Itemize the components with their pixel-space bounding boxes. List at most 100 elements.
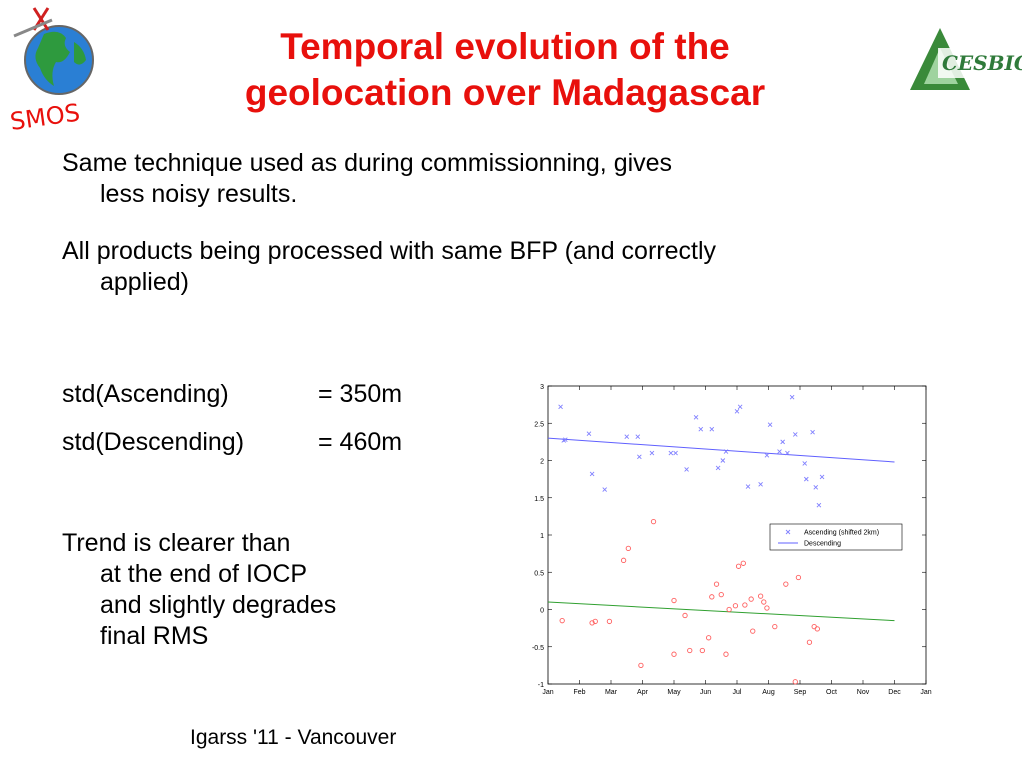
bullet-2: All products being processed with same B… (62, 236, 962, 298)
y-tick-label: -1 (538, 682, 544, 689)
descending-point (650, 518, 657, 525)
descending-point (772, 623, 778, 630)
legend-symbol-x (785, 529, 791, 535)
ascending-point (810, 429, 815, 435)
descending-point (671, 597, 677, 604)
ascending-point (602, 487, 608, 492)
ascending-point (734, 409, 740, 414)
footer-text: Igarss '11 - Vancouver (190, 726, 397, 749)
x-tick-label: Mar (605, 689, 618, 696)
ascending-point (635, 434, 641, 439)
y-tick-label: -0.5 (532, 645, 544, 652)
x-tick-label: May (667, 689, 681, 696)
descending-point (589, 620, 595, 626)
title-line-2: geolocation over Madagascar (244, 72, 766, 113)
ascending-point (745, 484, 751, 489)
bullet-1-line-2: less noisy results. (100, 180, 298, 208)
trend-line (547, 437, 895, 463)
trend-line-2: at the end of IOCP (100, 560, 308, 588)
std-ascending-value: = 350m (318, 380, 403, 408)
ascending-point (720, 458, 726, 463)
x-tick-label: Jan (920, 689, 931, 696)
ascending-point (684, 467, 689, 472)
ascending-point (637, 454, 642, 460)
ascending-point (649, 450, 655, 456)
cesbio-logo-text: CESBIO (942, 51, 1022, 75)
descending-point (718, 591, 724, 598)
descending-point (735, 563, 742, 569)
x-tick-label: Feb (573, 689, 585, 696)
ascending-point (819, 474, 825, 480)
ascending-point (816, 502, 822, 508)
bullet-2-line-2: applied) (100, 268, 189, 296)
x-tick-label: Jan (542, 689, 553, 696)
ascending-point (715, 465, 721, 471)
std-descending-value: = 460m (318, 428, 403, 456)
ascending-point (693, 414, 699, 420)
descending-point (757, 593, 764, 599)
descending-point (625, 545, 631, 552)
ascending-point (723, 449, 729, 454)
geolocation-chart: 3 2.5 2 1.5 1 0.5 0 -0.5 -1 Jan Feb Mar Apr May Jun Jul… (508, 380, 938, 700)
descending-point (699, 647, 706, 654)
descending-point (705, 635, 712, 641)
descending-point (682, 612, 688, 619)
trend-line-3: and slightly degrades (100, 591, 337, 619)
x-tick-label: Dec (888, 689, 901, 696)
descending-point (795, 574, 802, 581)
y-tick-label: 1.5 (534, 496, 544, 503)
ascending-point (668, 450, 674, 456)
descending-point (783, 581, 789, 587)
descending-point (620, 557, 627, 563)
ascending-point (558, 404, 563, 410)
ascending-point (785, 450, 790, 456)
x-tick-label: Nov (857, 689, 870, 696)
descending-point (713, 581, 720, 587)
page-title: Temporal evolution of the geolocation ov… (150, 24, 860, 116)
ascending-point (789, 394, 795, 400)
trend-line-4: final RMS (100, 622, 209, 650)
std-ascending-label: std(Ascending) (62, 380, 229, 408)
x-tick-label: Jun (700, 689, 711, 696)
bullet-2-line-1: All products being processed with same B… (62, 237, 717, 265)
descending-point (748, 596, 754, 602)
descending-point (638, 662, 644, 669)
descending-point (814, 626, 820, 632)
descending-point (592, 618, 598, 625)
trend-paragraph: Trend is clearer than at the end of IOCP… (62, 528, 482, 652)
descending-point (723, 651, 729, 657)
ascending-point (767, 422, 773, 428)
x-tick-label: Sep (794, 689, 807, 696)
y-tick-label: 1 (540, 533, 544, 540)
ascending-point (777, 449, 782, 454)
smos-logo: SMOS (4, 2, 114, 136)
ascending-point (780, 439, 785, 445)
descending-point (709, 594, 715, 600)
title-line-1: Temporal evolution of the (280, 26, 730, 67)
legend-label: Ascending (shifted 2km) (804, 530, 879, 537)
smos-globe-icon: SMOS (8, 7, 94, 136)
ascending-point (758, 482, 763, 487)
descending-point (687, 647, 693, 654)
ascending-point (624, 434, 630, 439)
descending-point (806, 639, 813, 645)
x-tick-label: Jul (733, 689, 742, 696)
ascending-point (737, 404, 743, 410)
descending-point (671, 651, 677, 657)
ascending-point (589, 471, 595, 477)
ascending-point (792, 432, 798, 437)
ascending-point (709, 426, 715, 432)
y-tick-label: 0.5 (534, 570, 544, 577)
cesbio-logo: CESBIO (900, 24, 1024, 96)
ascending-point (673, 450, 678, 456)
ascending-point (563, 437, 568, 442)
ascending-point (813, 485, 819, 490)
trend-line-1: Trend is clearer than (62, 529, 291, 557)
ascending-point (803, 476, 809, 482)
descending-point (732, 603, 739, 609)
ascending-point (586, 431, 592, 436)
bullet-1: Same technique used as during commission… (62, 148, 962, 210)
smos-logo-text: SMOS (8, 99, 81, 132)
descending-point (559, 618, 565, 624)
